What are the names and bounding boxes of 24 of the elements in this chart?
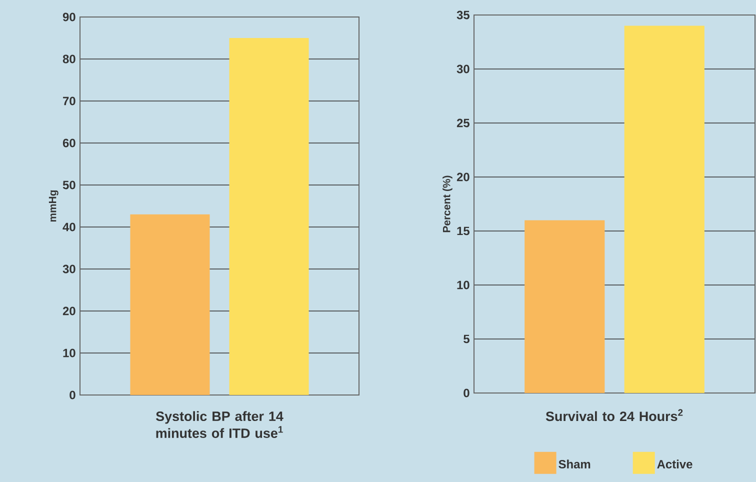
y-axis-title: Percent (%) (442, 176, 452, 232)
y-tick-label: 40 (62, 222, 76, 232)
x-axis-title: Systolic BP after 14 minutes of ITD use$^{1}$ (156, 411, 284, 438)
y-tick-label: 15 (457, 226, 470, 236)
legend-label: Sham (558, 460, 590, 468)
y-tick-label: 10 (63, 348, 76, 358)
y-tick-label: 0 (464, 388, 470, 398)
y-tick-label: 20 (456, 172, 470, 182)
y-tick-label: 30 (62, 264, 76, 274)
y-tick-label: 90 (62, 12, 76, 22)
y-tick-label: 80 (62, 54, 76, 64)
y-tick-label: 0 (70, 390, 76, 400)
y-tick-label: 10 (457, 280, 470, 290)
y-tick-label: 60 (62, 138, 76, 148)
y-tick-label: 20 (62, 306, 76, 316)
y-tick-label: 50 (62, 180, 76, 190)
y-axis-title: mmHg (48, 190, 58, 222)
y-tick-label: 5 (464, 334, 470, 344)
y-tick-label: 35 (456, 10, 470, 20)
legend-label: Active (657, 460, 692, 468)
x-axis-title: Survival to 24 Hours$^{2}$ (546, 409, 683, 422)
y-tick-label: 70 (63, 96, 76, 106)
y-tick-label: 30 (456, 64, 470, 74)
y-tick-label: 25 (456, 118, 470, 128)
